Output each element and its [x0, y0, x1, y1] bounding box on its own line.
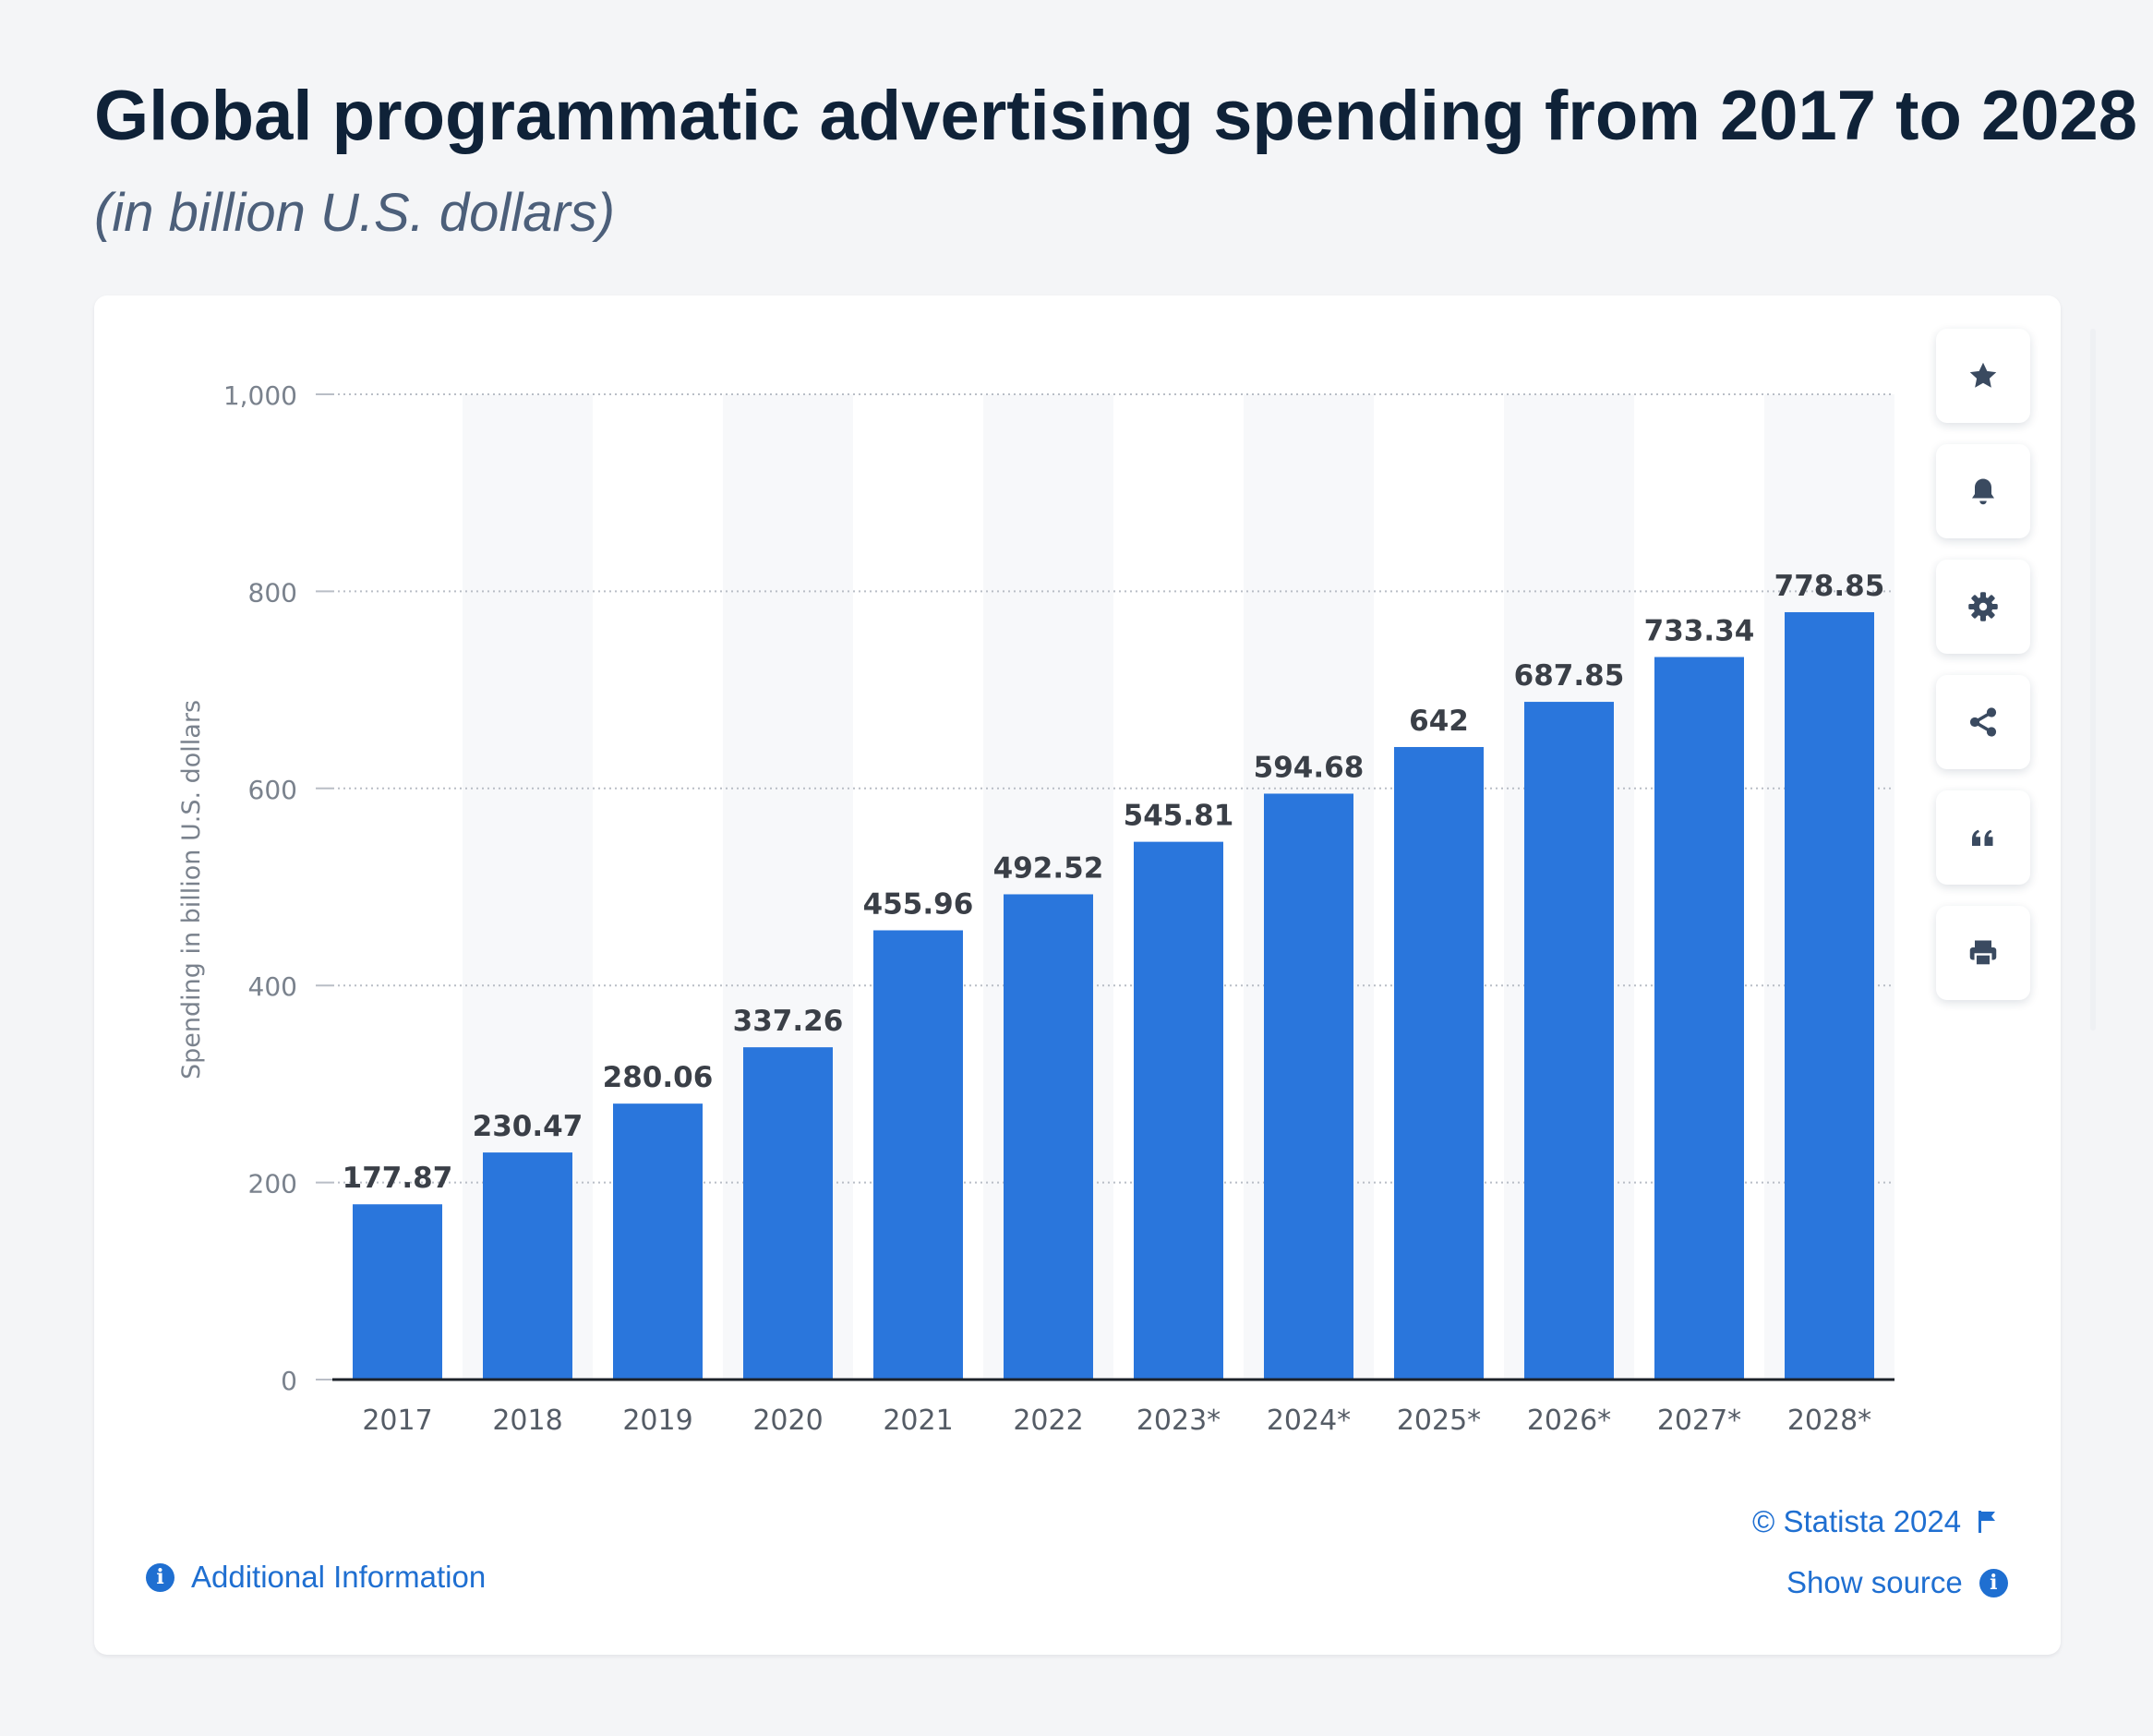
- bar-value-label: 733.34: [1644, 615, 1755, 648]
- chart-card: 0 200 400 600 800 1,000 Spending in billion U.…: [94, 295, 2061, 1655]
- y-tick-label: 400: [248, 971, 297, 1002]
- bar-value-label: 177.87: [343, 1162, 453, 1195]
- quote-icon: [1972, 829, 1993, 846]
- x-tick-label: 2028*: [1787, 1404, 1871, 1437]
- notification-button[interactable]: [1936, 444, 2030, 538]
- show-source-link[interactable]: Show source i: [1786, 1564, 2008, 1601]
- x-tick-label: 2022: [1013, 1404, 1083, 1437]
- bar-value-label: 545.81: [1124, 800, 1234, 833]
- bar: [613, 1103, 703, 1380]
- bar: [1785, 611, 1874, 1380]
- bar: [873, 930, 963, 1380]
- copyright-text: © Statista 2024: [1752, 1504, 1962, 1538]
- y-tick-label: 600: [248, 775, 297, 805]
- info-icon: i: [1979, 1568, 2008, 1597]
- bar-value-label: 594.68: [1254, 751, 1365, 784]
- bar: [1134, 841, 1223, 1380]
- bar: [483, 1152, 572, 1380]
- bar-value-label: 642: [1409, 705, 1469, 738]
- share-button[interactable]: [1936, 675, 2030, 769]
- flag-icon: [1979, 1511, 1996, 1533]
- bar: [353, 1204, 442, 1380]
- copyright-link[interactable]: © Statista 2024: [1752, 1503, 1998, 1540]
- x-tick-label: 2021: [883, 1404, 953, 1437]
- bar: [1654, 657, 1744, 1380]
- y-tick-label: 200: [248, 1169, 297, 1200]
- x-tick-label: 2026*: [1527, 1404, 1611, 1437]
- additional-information-text: Additional Information: [191, 1560, 487, 1594]
- bar-value-label: 455.96: [863, 887, 974, 921]
- share-icon: [1969, 707, 1997, 737]
- x-tick-label: 2025*: [1397, 1404, 1481, 1437]
- star-icon: [1969, 362, 1997, 388]
- bar-value-label: 687.85: [1514, 659, 1625, 693]
- y-axis-label: Spending in billion U.S. dollars: [177, 700, 206, 1079]
- bar: [1004, 894, 1093, 1380]
- x-tick-label: 2019: [622, 1404, 692, 1437]
- x-tick-label: 2023*: [1137, 1404, 1221, 1437]
- bar: [1394, 746, 1484, 1380]
- bar-chart: 0 200 400 600 800 1,000 Spending in billion U.…: [177, 380, 1894, 1437]
- favorite-button[interactable]: [1936, 329, 2030, 423]
- bar-value-label: 492.52: [993, 851, 1104, 885]
- bar-value-label: 778.85: [1774, 570, 1885, 603]
- scrollbar[interactable]: [2090, 329, 2096, 1031]
- x-tick-label: 2018: [492, 1404, 562, 1437]
- bar-value-label: 280.06: [603, 1061, 714, 1094]
- y-tick-label: 800: [248, 577, 297, 608]
- show-source-text: Show source: [1786, 1565, 1963, 1599]
- bell-icon: [1972, 478, 1994, 505]
- x-tick-label: 2017: [362, 1404, 432, 1437]
- bar: [1524, 702, 1614, 1380]
- chart-title: Global programmatic advertising spending…: [94, 77, 2138, 155]
- chart-subtitle: (in billion U.S. dollars): [94, 183, 616, 243]
- bar: [1264, 793, 1353, 1380]
- print-icon: [1969, 940, 1997, 967]
- chart-toolbar: [1936, 329, 2032, 1021]
- additional-information-link[interactable]: i Additional Information: [146, 1559, 486, 1596]
- x-tick-label: 2020: [752, 1404, 823, 1437]
- y-tick-label: 1,000: [223, 380, 297, 411]
- x-tick-label: 2027*: [1657, 1404, 1741, 1437]
- bar-value-label: 230.47: [473, 1110, 583, 1143]
- settings-button[interactable]: [1936, 560, 2030, 654]
- cite-button[interactable]: [1936, 790, 2030, 885]
- info-icon: i: [146, 1562, 174, 1592]
- x-tick-label: 2024*: [1267, 1404, 1351, 1437]
- bar: [743, 1047, 833, 1380]
- gear-icon: [1968, 592, 1998, 621]
- print-button[interactable]: [1936, 906, 2030, 1000]
- y-tick-label: 0: [281, 1366, 297, 1396]
- bar-value-label: 337.26: [733, 1005, 844, 1038]
